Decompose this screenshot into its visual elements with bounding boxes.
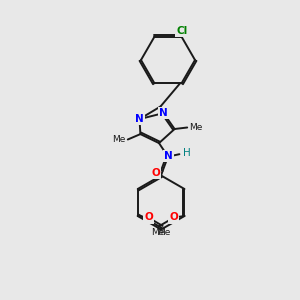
Text: N: N (164, 151, 173, 161)
Text: Me: Me (190, 123, 203, 132)
Text: N: N (135, 114, 144, 124)
Text: Me: Me (112, 135, 125, 144)
Text: N: N (159, 108, 168, 118)
Text: Cl: Cl (176, 26, 188, 36)
Text: Me: Me (158, 228, 171, 237)
Text: O: O (169, 212, 178, 223)
Text: H: H (183, 148, 191, 158)
Text: O: O (144, 212, 153, 223)
Text: Me: Me (152, 228, 165, 237)
Text: O: O (152, 168, 160, 178)
